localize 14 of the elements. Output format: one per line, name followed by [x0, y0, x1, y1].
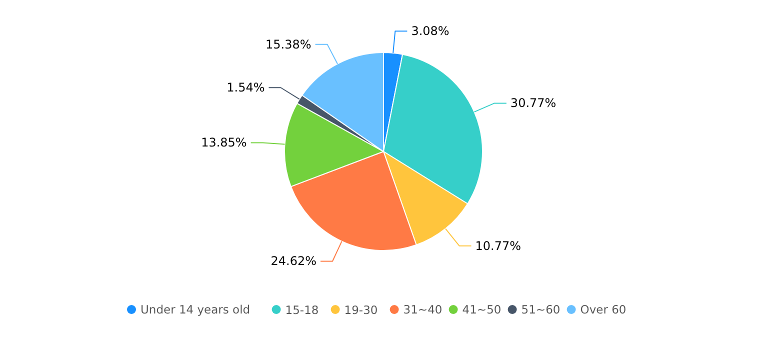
data-label: 15.38% — [266, 37, 312, 52]
data-label: 1.54% — [226, 80, 265, 95]
data-label: 24.62% — [270, 254, 317, 268]
legend-label: 31~40 — [403, 302, 442, 316]
legend-label: 15-18 — [285, 303, 319, 317]
legend-label: Under 14 years old — [140, 302, 250, 316]
legend-label: 19-30 — [344, 303, 378, 317]
data-label: 3.08% — [411, 24, 450, 38]
data-label: 13.85% — [201, 136, 247, 150]
data-label: 10.77% — [475, 238, 522, 253]
legend-label: Over 60 — [580, 302, 626, 316]
legend-label: 51~60 — [521, 302, 560, 316]
data-label: 30.77% — [510, 96, 556, 110]
legend-label: 41~50 — [462, 302, 502, 316]
